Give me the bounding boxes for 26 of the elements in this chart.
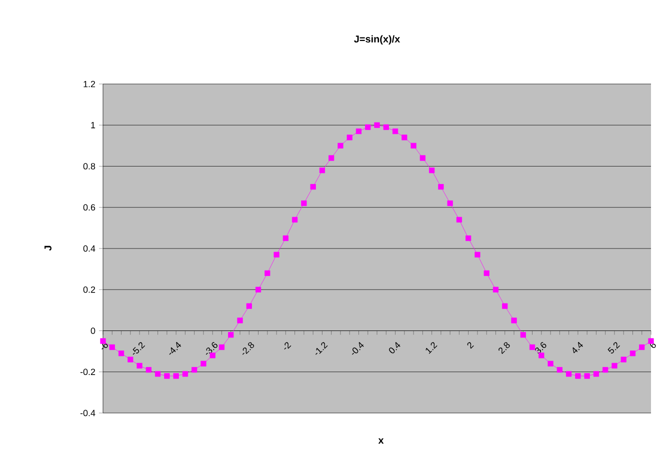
y-tick-label: 0.4 bbox=[83, 245, 96, 252]
y-tick-label: -0.4 bbox=[80, 410, 96, 416]
x-tick-label: -3.6 bbox=[206, 342, 218, 355]
x-tick-label: -0.4 bbox=[352, 342, 364, 355]
y-tick-label: 1 bbox=[91, 122, 96, 128]
y-tick-label: 0.8 bbox=[83, 163, 96, 170]
x-tick-label: -5.2 bbox=[132, 342, 146, 355]
x-tick-label: 2 bbox=[467, 342, 474, 349]
y-tick-label: -0.2 bbox=[80, 368, 96, 376]
x-tick-label: -2 bbox=[284, 342, 292, 350]
y-tick-label: 0.6 bbox=[83, 204, 96, 211]
x-tick-label: 1.2 bbox=[426, 342, 438, 354]
chart-title: J=sin(x)/x bbox=[354, 35, 400, 44]
x-axis-title: x bbox=[378, 438, 384, 444]
y-tick-label: 1.2 bbox=[84, 80, 96, 88]
x-tick-label: 2.8 bbox=[498, 342, 510, 354]
y-tick-label: 0.2 bbox=[83, 286, 96, 293]
x-tick-label: -4.4 bbox=[169, 342, 182, 355]
x-tick-label: 4.4 bbox=[572, 342, 583, 354]
y-axis-title: J bbox=[44, 246, 52, 251]
y-tick-label: 0 bbox=[90, 328, 96, 334]
x-tick-label: -1.2 bbox=[315, 342, 328, 355]
x-tick-label: 0.4 bbox=[389, 342, 400, 354]
x-tick-label: -2.8 bbox=[242, 342, 254, 355]
x-tick-label: 3.6 bbox=[535, 342, 546, 354]
x-tick-label: 5.2 bbox=[608, 342, 620, 354]
